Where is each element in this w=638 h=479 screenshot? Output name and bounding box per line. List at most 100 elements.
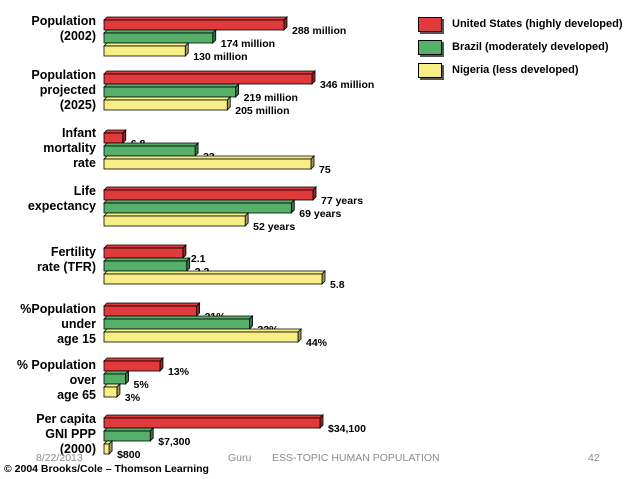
bar-front-face: [103, 73, 313, 85]
bar-top-face: [103, 212, 250, 217]
category-label-line: GNI PPP: [45, 427, 96, 441]
category-label: Life expectancy: [28, 184, 96, 214]
footer-date: 8/22/2013: [36, 452, 83, 464]
bar-3-0: [103, 186, 317, 201]
bar-front-face: [103, 273, 323, 285]
bar-5-1: [103, 315, 254, 330]
bar-top-face: [103, 257, 191, 262]
legend-label-nigeria: Nigeria (less developed): [452, 64, 579, 76]
bar-5-2: [103, 328, 302, 343]
bar-top-face: [103, 414, 324, 419]
bar-1-2: [103, 96, 232, 111]
bar-top-face: [103, 427, 155, 432]
bar-5-0: [103, 302, 201, 317]
bar-7-0: [103, 414, 324, 429]
bar-front-face: [103, 45, 186, 57]
bar-2-0: [103, 129, 127, 144]
bar-4-1: [103, 257, 191, 272]
bar-front-face: [103, 202, 292, 214]
bar-top-face: [103, 29, 217, 34]
bar-top-face: [103, 83, 240, 88]
value-label: 288 million: [292, 25, 346, 37]
legend-swatch-us: [418, 16, 442, 32]
bar-front-face: [103, 443, 110, 455]
bar-front-face: [103, 215, 246, 227]
bar-top-face: [103, 70, 316, 75]
category-label: Infant mortality rate: [43, 126, 96, 171]
value-label: 346 million: [320, 79, 374, 91]
category-label-line: age 65: [57, 388, 96, 402]
bar-top-face: [103, 155, 315, 160]
bar-front-face: [103, 247, 184, 259]
bar-3-1: [103, 199, 296, 214]
legend-item-us: United States (highly developed): [418, 13, 623, 35]
bar-top-face: [103, 186, 317, 191]
category-label: Population projected (2025): [31, 68, 96, 113]
category-label: Fertility rate (TFR): [37, 245, 96, 275]
value-label: 219 million: [244, 92, 298, 104]
bar-top-face: [103, 142, 200, 147]
category-label-line: %Population: [20, 302, 96, 316]
category-label: % Population over age 65: [17, 358, 96, 403]
bar-front-face: [103, 360, 161, 372]
bar-2-1: [103, 142, 200, 157]
legend-item-nigeria: Nigeria (less developed): [418, 59, 623, 81]
category-label-line: projected: [39, 83, 96, 97]
copyright: © 2004 Brooks/Cole – Thomson Learning: [4, 463, 209, 475]
bar-4-2: [103, 270, 326, 285]
bar-top-face: [103, 129, 127, 134]
bar-top-face: [103, 244, 187, 249]
value-label: 5.8: [330, 279, 345, 291]
bar-front-face: [103, 417, 321, 429]
category-label-line: over: [69, 373, 96, 387]
bar-front-face: [103, 331, 299, 343]
category-label-line: under: [61, 317, 96, 331]
bar-top-face: [103, 42, 190, 47]
bar-front-face: [103, 19, 285, 31]
bar-6-0: [103, 357, 164, 372]
bar-front-face: [103, 318, 250, 330]
category-label-line: Per capita: [36, 412, 96, 426]
category-label-line: % Population: [16, 358, 96, 372]
value-label: $800: [117, 449, 141, 461]
bar-front-face: [103, 99, 228, 111]
value-label: 5%: [134, 379, 150, 391]
footer-page: 42: [588, 452, 600, 464]
value-label: 130 million: [193, 51, 247, 63]
value-label: 69 years: [299, 208, 341, 220]
legend: United States (highly developed) Brazil …: [418, 13, 623, 82]
bar-7-1: [103, 427, 155, 442]
footer-author: Guru: [228, 452, 252, 464]
bar-0-2: [103, 42, 190, 57]
legend-label-brazil: Brazil (moderately developed): [452, 41, 609, 53]
bar-front-face: [103, 373, 126, 385]
value-label: 44%: [306, 337, 328, 349]
value-label: $7,300: [158, 436, 190, 448]
bar-3-2: [103, 212, 250, 227]
bar-front-face: [103, 305, 197, 317]
category-label: Per capita GNI PPP (2000): [36, 412, 96, 457]
bar-top-face: [103, 16, 288, 21]
category-label-line: Infant: [61, 126, 96, 140]
value-label: 174 million: [221, 38, 275, 50]
category-label-line: Fertility: [50, 245, 96, 259]
bar-top-face: [103, 302, 201, 307]
bar-front-face: [103, 189, 314, 201]
bar-top-face: [103, 370, 130, 375]
footer-topic: ESS-TOPIC HUMAN POPULATION: [272, 452, 440, 464]
bar-front-face: [103, 158, 312, 170]
bar-front-face: [103, 145, 196, 157]
category-label-line: mortality: [43, 141, 96, 155]
value-label: 13%: [168, 366, 190, 378]
category-label-line: expectancy: [27, 199, 96, 213]
bar-7-2: [103, 440, 114, 455]
bar-0-1: [103, 29, 217, 44]
category-label: %Population under age 15: [20, 302, 96, 347]
value-label: 52 years: [253, 221, 295, 233]
bar-front-face: [103, 86, 237, 98]
category-label-line: rate (TFR): [36, 260, 96, 274]
bar-top-face: [103, 270, 326, 275]
bar-0-0: [103, 16, 288, 31]
bar-front-face: [103, 260, 188, 272]
category-label-line: (2025): [59, 98, 96, 112]
